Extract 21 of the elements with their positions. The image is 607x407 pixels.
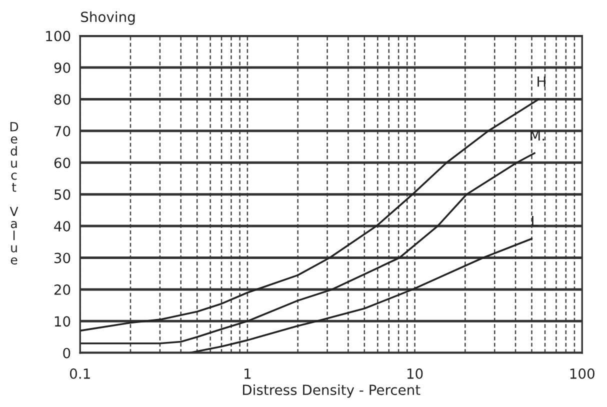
y-tick-label: 80 — [54, 94, 70, 105]
x-tick-label: 100 — [570, 368, 594, 379]
y-tick-label: 30 — [54, 252, 70, 264]
x-tick-label: 1 — [244, 368, 251, 379]
series-label: L — [532, 216, 538, 226]
text: Deduct Value — [10, 122, 18, 265]
x-tick-label: 10 — [407, 368, 423, 379]
y-tick-label: 100 — [46, 30, 70, 42]
y-tick-label: 70 — [54, 126, 70, 136]
y-tick-label: 0 — [63, 348, 70, 358]
x-axis-title: Distress Density - Percent — [243, 384, 420, 398]
y-tick-label: 90 — [54, 62, 70, 73]
y-tick-label: 60 — [54, 158, 70, 168]
y-tick-label: 50 — [54, 189, 70, 200]
y-tick-label: 10 — [54, 316, 70, 327]
chart-title: Shoving — [81, 11, 135, 25]
y-tick-label: 40 — [54, 221, 70, 232]
series-label: H — [538, 76, 546, 87]
y-tick-label: 20 — [54, 284, 70, 295]
x-tick-label: 0.1 — [70, 368, 90, 379]
series-label: M. — [530, 130, 544, 141]
